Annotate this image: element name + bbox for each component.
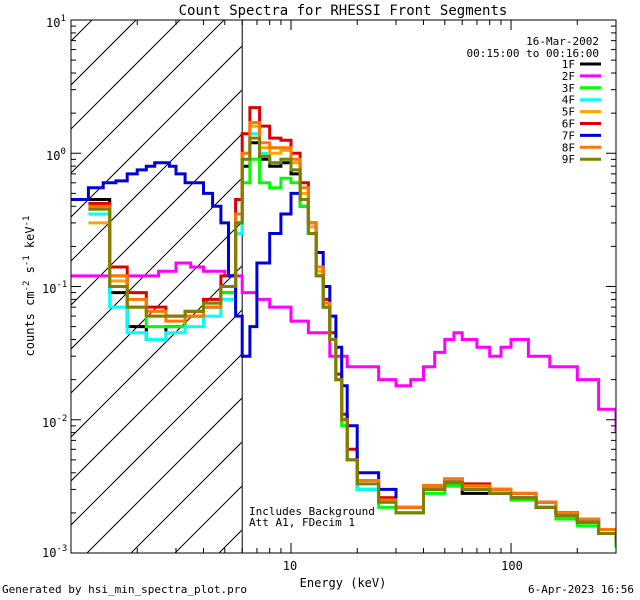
y-tick-label-4: 10-2 xyxy=(42,414,67,430)
annotation-attenuator: Att A1, FDecim 1 xyxy=(249,516,355,529)
legend-label-1F: 1F xyxy=(562,58,575,71)
series-line-9F xyxy=(88,136,616,543)
y-tick-label-2: 100 xyxy=(46,147,66,163)
legend-label-9F: 9F xyxy=(562,153,575,166)
timestamp-label: 6-Apr-2023 16:56 xyxy=(528,583,634,596)
time-range-label: 00:15:00 to 00:16:00 xyxy=(467,47,599,60)
generated-by-label: Generated by hsi_min_spectra_plot.pro xyxy=(2,583,248,596)
legend-label-2F: 2F xyxy=(562,70,575,83)
legend-label-4F: 4F xyxy=(562,94,575,107)
date-label: 16-Mar-2002 xyxy=(526,35,599,48)
legend-label-5F: 5F xyxy=(562,106,575,119)
series-line-2F xyxy=(71,261,616,433)
legend-label-3F: 3F xyxy=(562,82,575,95)
y-tick-label-5: 10-3 xyxy=(42,544,67,560)
x-tick-label-100: 100 xyxy=(501,559,523,573)
annotation-background: Includes Background xyxy=(249,505,375,518)
legend-label-7F: 7F xyxy=(562,129,575,142)
legend-label-8F: 8F xyxy=(562,141,575,154)
y-tick-label-3: 10-1 xyxy=(42,280,67,296)
chart-title: Count Spectra for RHESSI Front Segments xyxy=(179,3,508,19)
y-tick-label-1: 101 xyxy=(46,14,66,30)
x-axis-label: Energy (keV) xyxy=(300,576,387,590)
legend-label-6F: 6F xyxy=(562,118,575,131)
x-tick-label-10: 10 xyxy=(283,559,297,573)
axis-ticks xyxy=(70,19,617,554)
y-axis-label: counts cm-2 s-1 keV-1 xyxy=(22,216,37,357)
